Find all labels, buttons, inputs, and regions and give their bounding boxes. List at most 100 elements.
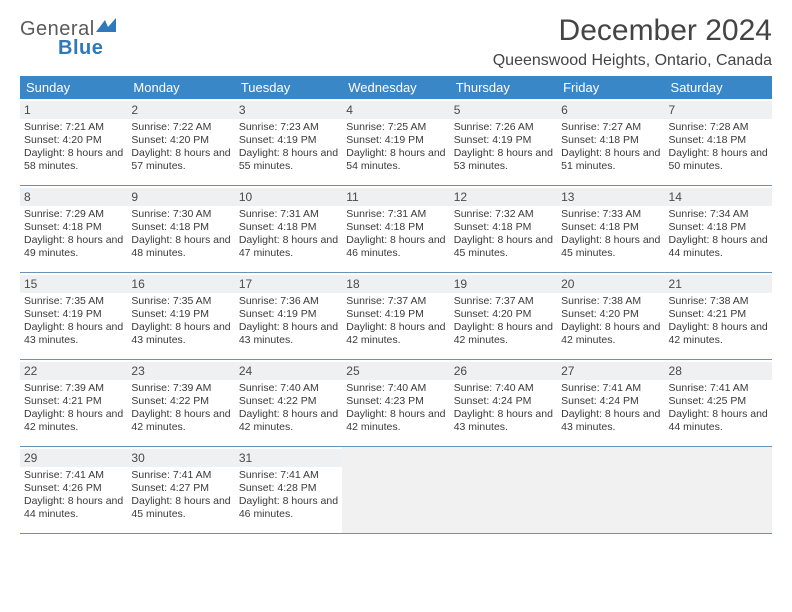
day-number: 5 — [450, 101, 557, 119]
week-row: 29Sunrise: 7:41 AMSunset: 4:26 PMDayligh… — [20, 447, 772, 534]
day-number: 4 — [342, 101, 449, 119]
sunrise-line: Sunrise: 7:39 AM — [24, 382, 123, 395]
sunset-line: Sunset: 4:18 PM — [131, 221, 230, 234]
day-number — [342, 449, 449, 467]
day-cell: 14 Sunrise: 7:34 AMSunset: 4:18 PMDayligh… — [665, 186, 772, 272]
day-details: Sunrise: 7:37 AMSunset: 4:19 PMDaylight:… — [346, 295, 445, 348]
sunset-line: Sunset: 4:20 PM — [561, 308, 660, 321]
sunrise-line: Sunrise: 7:27 AM — [561, 121, 660, 134]
sunrise-line: Sunrise: 7:23 AM — [239, 121, 338, 134]
day-number: 26 — [450, 362, 557, 380]
day-details: Sunrise: 7:38 AMSunset: 4:20 PMDaylight:… — [561, 295, 660, 348]
day-details: Sunrise: 7:38 AMSunset: 4:21 PMDaylight:… — [669, 295, 768, 348]
day-number — [450, 449, 557, 467]
sunrise-line: Sunrise: 7:36 AM — [239, 295, 338, 308]
dow-header-cell: Friday — [557, 76, 664, 99]
day-number: 15 — [20, 275, 127, 293]
day-cell: 16Sunrise: 7:35 AMSunset: 4:19 PMDayligh… — [127, 273, 234, 359]
day-details: Sunrise: 7:41 AMSunset: 4:25 PMDaylight:… — [669, 382, 768, 435]
day-details: Sunrise: 7:40 AMSunset: 4:23 PMDaylight:… — [346, 382, 445, 435]
day-details: Sunrise: 7:30 AMSunset: 4:18 PMDaylight:… — [131, 208, 230, 261]
sunrise-line: Sunrise: 7:41 AM — [239, 469, 338, 482]
month-title: December 2024 — [493, 14, 772, 48]
brand-text-blue: Blue — [58, 37, 116, 60]
day-cell: 20Sunrise: 7:38 AMSunset: 4:20 PMDayligh… — [557, 273, 664, 359]
daylight-line: Daylight: 8 hours and 45 minutes. — [454, 234, 553, 260]
daylight-line: Daylight: 8 hours and 43 minutes. — [239, 321, 338, 347]
day-cell: 30 Sunrise: 7:41 AMSunset: 4:27 PMDayligh… — [127, 447, 234, 533]
daylight-line: Daylight: 8 hours and 54 minutes. — [346, 147, 445, 173]
day-details: Sunrise: 7:34 AMSunset: 4:18 PMDaylight:… — [669, 208, 768, 261]
day-number: 10 — [235, 188, 342, 206]
week-row: 15 Sunrise: 7:35 AMSunset: 4:19 PMDayligh… — [20, 273, 772, 360]
sunset-line: Sunset: 4:27 PM — [131, 482, 230, 495]
daylight-line: Daylight: 8 hours and 42 minutes. — [239, 408, 338, 434]
sunrise-line: Sunrise: 7:37 AM — [346, 295, 445, 308]
day-details: Sunrise: 7:39 AMSunset: 4:22 PMDaylight:… — [131, 382, 230, 435]
dow-header-cell: Wednesday — [342, 76, 449, 99]
day-details: Sunrise: 7:27 AMSunset: 4:18 PMDaylight:… — [561, 121, 660, 174]
daylight-line: Daylight: 8 hours and 43 minutes. — [454, 408, 553, 434]
day-details: Sunrise: 7:41 AMSunset: 4:28 PMDaylight:… — [239, 469, 338, 522]
day-cell: 21Sunrise: 7:38 AMSunset: 4:21 PMDayligh… — [665, 273, 772, 359]
daylight-line: Daylight: 8 hours and 45 minutes. — [561, 234, 660, 260]
sunrise-line: Sunrise: 7:40 AM — [239, 382, 338, 395]
sunrise-line: Sunrise: 7:33 AM — [561, 208, 660, 221]
sunset-line: Sunset: 4:18 PM — [346, 221, 445, 234]
sunset-line: Sunset: 4:22 PM — [239, 395, 338, 408]
day-cell: 3Sunrise: 7:23 AMSunset: 4:19 PMDaylight… — [235, 99, 342, 185]
sunrise-line: Sunrise: 7:41 AM — [131, 469, 230, 482]
sunrise-line: Sunrise: 7:29 AM — [24, 208, 123, 221]
day-cell: 5Sunrise: 7:26 AMSunset: 4:19 PMDaylight… — [450, 99, 557, 185]
daylight-line: Daylight: 8 hours and 51 minutes. — [561, 147, 660, 173]
day-cell: 9Sunrise: 7:30 AMSunset: 4:18 PMDaylight… — [127, 186, 234, 272]
day-number: 14 — [665, 188, 772, 206]
daylight-line: Daylight: 8 hours and 42 minutes. — [669, 321, 768, 347]
sunset-line: Sunset: 4:18 PM — [239, 221, 338, 234]
day-cell: 18Sunrise: 7:37 AMSunset: 4:19 PMDayligh… — [342, 273, 449, 359]
sunset-line: Sunset: 4:18 PM — [669, 221, 768, 234]
daylight-line: Daylight: 8 hours and 43 minutes. — [131, 321, 230, 347]
day-cell: 31 Sunrise: 7:41 AMSunset: 4:28 PMDayligh… — [235, 447, 342, 533]
day-details: Sunrise: 7:41 AMSunset: 4:27 PMDaylight:… — [131, 469, 230, 522]
day-number: 17 — [235, 275, 342, 293]
day-details: Sunrise: 7:31 AMSunset: 4:18 PMDaylight:… — [239, 208, 338, 261]
sunset-line: Sunset: 4:20 PM — [131, 134, 230, 147]
sunset-line: Sunset: 4:22 PM — [131, 395, 230, 408]
empty-day-cell — [665, 447, 772, 533]
sunrise-line: Sunrise: 7:41 AM — [24, 469, 123, 482]
sunset-line: Sunset: 4:19 PM — [239, 134, 338, 147]
dow-header-cell: Thursday — [450, 76, 557, 99]
day-number: 30 — [127, 449, 234, 467]
daylight-line: Daylight: 8 hours and 58 minutes. — [24, 147, 123, 173]
day-number: 25 — [342, 362, 449, 380]
day-details: Sunrise: 7:33 AMSunset: 4:18 PMDaylight:… — [561, 208, 660, 261]
day-number: 28 — [665, 362, 772, 380]
sunset-line: Sunset: 4:18 PM — [561, 134, 660, 147]
sunset-line: Sunset: 4:24 PM — [454, 395, 553, 408]
day-number: 22 — [20, 362, 127, 380]
daylight-line: Daylight: 8 hours and 48 minutes. — [131, 234, 230, 260]
day-details: Sunrise: 7:29 AMSunset: 4:18 PMDaylight:… — [24, 208, 123, 261]
day-details: Sunrise: 7:35 AMSunset: 4:19 PMDaylight:… — [24, 295, 123, 348]
day-of-week-header-row: SundayMondayTuesdayWednesdayThursdayFrid… — [20, 76, 772, 99]
calendar-page: GeneralBlue December 2024 Queenswood Hei… — [0, 0, 792, 612]
day-cell: 7Sunrise: 7:28 AMSunset: 4:18 PMDaylight… — [665, 99, 772, 185]
day-details: Sunrise: 7:40 AMSunset: 4:22 PMDaylight:… — [239, 382, 338, 435]
day-number: 31 — [235, 449, 342, 467]
sunset-line: Sunset: 4:20 PM — [454, 308, 553, 321]
day-cell: 10 Sunrise: 7:31 AMSunset: 4:18 PMDayligh… — [235, 186, 342, 272]
daylight-line: Daylight: 8 hours and 42 minutes. — [346, 321, 445, 347]
sunrise-line: Sunrise: 7:39 AM — [131, 382, 230, 395]
daylight-line: Daylight: 8 hours and 44 minutes. — [24, 495, 123, 521]
day-number: 23 — [127, 362, 234, 380]
day-cell: 19Sunrise: 7:37 AMSunset: 4:20 PMDayligh… — [450, 273, 557, 359]
day-cell: 17Sunrise: 7:36 AMSunset: 4:19 PMDayligh… — [235, 273, 342, 359]
day-cell: 24Sunrise: 7:40 AMSunset: 4:22 PMDayligh… — [235, 360, 342, 446]
sunrise-line: Sunrise: 7:35 AM — [131, 295, 230, 308]
sunrise-line: Sunrise: 7:31 AM — [346, 208, 445, 221]
sunrise-line: Sunrise: 7:21 AM — [24, 121, 123, 134]
calendar-grid: SundayMondayTuesdayWednesdayThursdayFrid… — [20, 76, 772, 534]
day-details: Sunrise: 7:23 AMSunset: 4:19 PMDaylight:… — [239, 121, 338, 174]
day-cell: 29Sunrise: 7:41 AMSunset: 4:26 PMDayligh… — [20, 447, 127, 533]
